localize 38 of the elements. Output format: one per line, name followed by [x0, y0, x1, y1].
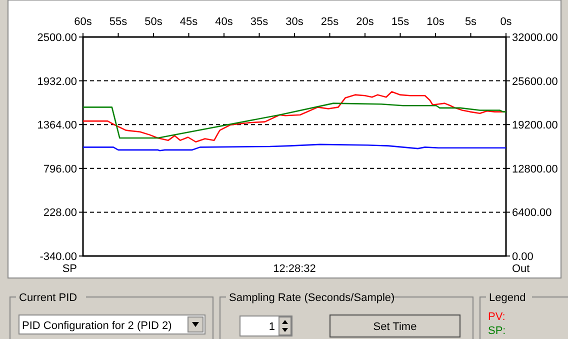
y-tick-label: 796.00	[43, 163, 77, 176]
y2-tick-label: 12800.00	[512, 163, 558, 176]
x-tick-label: 30s	[286, 16, 304, 28]
y2-tick-label: 6400.00	[512, 207, 552, 220]
text: 1	[268, 321, 275, 333]
x-tick-label: 35s	[250, 16, 269, 28]
text: PID Configuration for 2 (PID 2)	[22, 320, 172, 332]
text: SP:	[488, 325, 506, 337]
text: PV:	[488, 311, 506, 323]
y-tick-label: 228.00	[43, 207, 77, 220]
line-series	[82, 144, 507, 152]
x-tick-label: 20s	[356, 16, 374, 28]
text: Sampling Rate (Seconds/Sample)	[229, 292, 395, 304]
x-tick-label: 15s	[391, 16, 410, 28]
legend-title: Legend	[489, 292, 526, 304]
x-tick-label: 40s	[215, 16, 234, 28]
y-tick-label: 1932.00	[37, 76, 77, 88]
text: Set Time	[373, 321, 417, 333]
y-tick-label: 1364.00	[37, 120, 77, 132]
y-tick-label: -340.00	[40, 251, 77, 263]
x-axis-title: 12:28:32	[273, 263, 316, 275]
x-tick-label: 60s	[74, 16, 92, 28]
x-tick-label: 0s	[500, 16, 512, 28]
y2-tick-label: 0.00	[512, 251, 534, 263]
x-tick-label: 50s	[144, 16, 163, 28]
x-tick-label: 25s	[320, 16, 340, 28]
y2-tick-label: 19200.00	[512, 120, 558, 132]
y2-tick-label: 32000.00	[512, 32, 558, 44]
x-tick-label: 5s	[464, 16, 478, 28]
y-tick-label: 2500.00	[37, 32, 77, 44]
y2-axis-title: Out	[512, 263, 530, 275]
x-tick-label: 10s	[426, 16, 445, 28]
x-tick-label: 55s	[109, 16, 128, 28]
y-axis-title: SP	[62, 263, 77, 275]
text: Current PID	[19, 292, 78, 304]
y2-tick-label: 25600.00	[512, 76, 558, 88]
x-tick-label: 45s	[180, 16, 198, 28]
line-series	[82, 102, 507, 139]
